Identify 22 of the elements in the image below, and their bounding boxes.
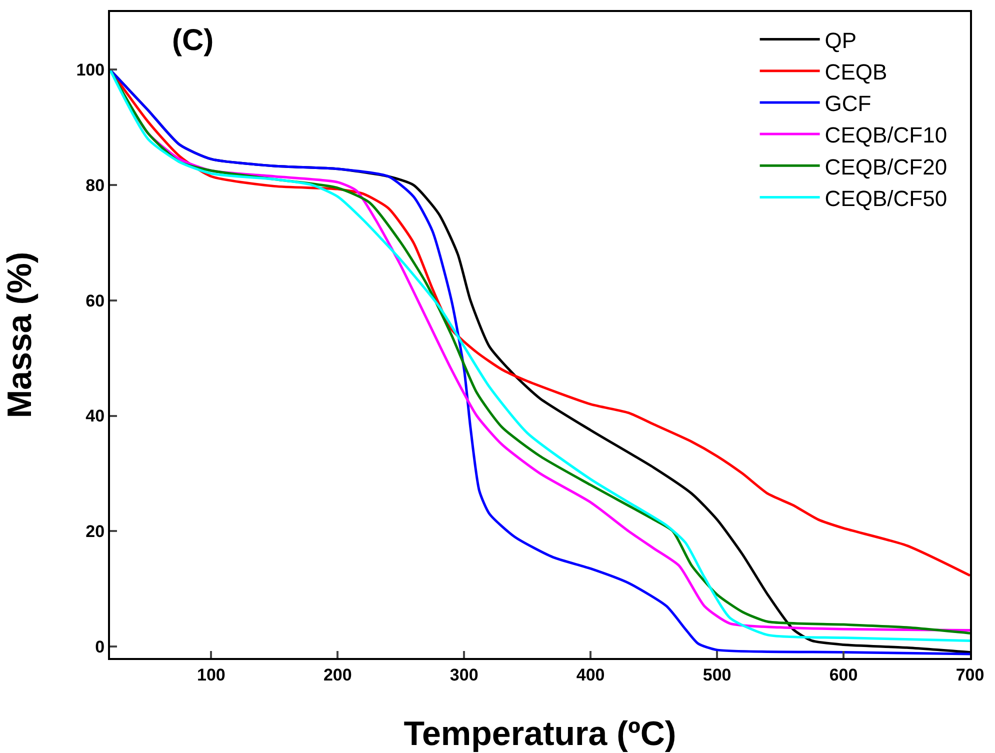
- y-axis-title: Massa (%): [1, 252, 39, 418]
- y-tick-label: 40: [86, 406, 105, 426]
- y-tick-label: 20: [86, 522, 105, 542]
- x-tick-label: 700: [956, 665, 984, 684]
- legend-label: CEQB: [824, 59, 888, 84]
- x-tick-label: 100: [196, 665, 226, 684]
- x-axis-title: Temperatura (ºC): [404, 715, 676, 753]
- y-tick-label: 60: [86, 291, 105, 310]
- x-tick-label: 200: [323, 665, 352, 684]
- x-tick-label: 600: [829, 665, 858, 684]
- legend-label: CEQB/CF50: [824, 186, 948, 211]
- legend-label: CEQB/CF10: [824, 122, 948, 148]
- y-tick-label: 0: [95, 637, 105, 656]
- y-tick-label: 100: [76, 60, 105, 80]
- legend-label: QP: [824, 28, 857, 53]
- x-tick-label: 400: [576, 665, 605, 684]
- annotation: (C): [172, 24, 214, 57]
- legend-label: CEQB/CF20: [824, 154, 948, 180]
- legend-label: GCF: [824, 91, 872, 116]
- y-tick-label: 80: [86, 176, 105, 195]
- x-tick-label: 500: [702, 665, 732, 684]
- x-tick-label: 300: [450, 665, 478, 684]
